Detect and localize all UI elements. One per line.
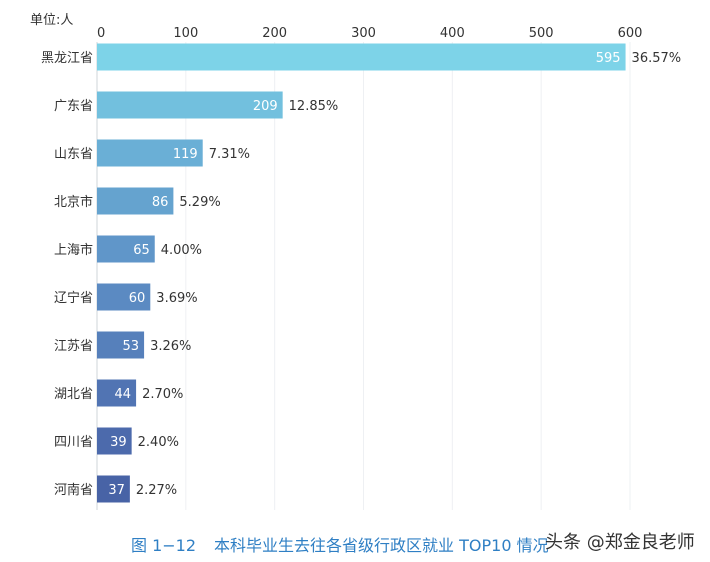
percent-label: 3.26% <box>150 339 191 354</box>
x-tick-label: 200 <box>262 26 287 41</box>
bar <box>97 283 151 311</box>
category-label: 北京市 <box>54 194 93 210</box>
bar-value-label: 86 <box>152 195 169 210</box>
percent-label: 7.31% <box>209 147 250 162</box>
percent-label: 3.69% <box>156 291 197 306</box>
x-tick-label: 400 <box>440 26 465 41</box>
x-tick-label: 300 <box>351 26 376 41</box>
category-label: 山东省 <box>54 147 93 162</box>
bar-value-label: 119 <box>173 147 198 162</box>
x-tick-label: 600 <box>618 26 643 41</box>
watermark: 头条 @郑金良老师 <box>545 532 695 553</box>
bar-value-label: 37 <box>108 483 125 498</box>
percent-label: 5.29% <box>179 195 220 210</box>
figure-caption: 图 1−12 本科毕业生去往各省级行政区就业 TOP10 情况 <box>131 532 567 556</box>
bar <box>97 379 137 407</box>
bar-value-label: 60 <box>129 291 146 306</box>
category-label: 黑龙江省 <box>41 51 93 66</box>
bar <box>97 43 626 71</box>
category-label: 湖北省 <box>54 387 93 402</box>
category-label: 河南省 <box>54 482 93 498</box>
unit-label: 单位:人 <box>30 13 73 28</box>
percent-label: 2.70% <box>142 387 183 402</box>
category-label: 江苏省 <box>54 338 93 354</box>
percent-label: 12.85% <box>289 99 339 114</box>
category-label: 广东省 <box>54 99 93 114</box>
bar-value-label: 209 <box>253 99 278 114</box>
bar <box>97 427 132 455</box>
category-label: 辽宁省 <box>54 290 93 306</box>
bar <box>97 475 130 503</box>
bar-value-label: 595 <box>596 51 621 66</box>
bar <box>97 91 283 119</box>
x-tick-label: 100 <box>173 26 198 41</box>
bar-value-label: 53 <box>123 339 140 354</box>
bar-value-label: 39 <box>110 435 127 450</box>
bar <box>97 139 203 167</box>
x-tick-label: 0 <box>97 26 105 41</box>
x-tick-label: 500 <box>529 26 554 41</box>
category-label: 四川省 <box>54 435 93 450</box>
bar-value-label: 44 <box>115 387 132 402</box>
percent-label: 4.00% <box>161 243 202 258</box>
bar <box>97 235 155 263</box>
bar-value-label: 65 <box>133 243 150 258</box>
percent-label: 2.40% <box>138 435 179 450</box>
category-label: 上海市 <box>54 242 93 258</box>
bar <box>97 187 174 215</box>
percent-label: 36.57% <box>632 51 682 66</box>
bar-chart: 单位:人 0 100 200 300 400 500 600 黑龙江省 595 36.57% 广东省 2… <box>30 13 682 510</box>
percent-label: 2.27% <box>136 483 177 498</box>
figure-number: 图 1−12 <box>131 536 197 555</box>
bar <box>97 331 145 359</box>
figure-title: 本科毕业生去往各省级行政区就业 TOP10 情况 <box>214 536 549 555</box>
